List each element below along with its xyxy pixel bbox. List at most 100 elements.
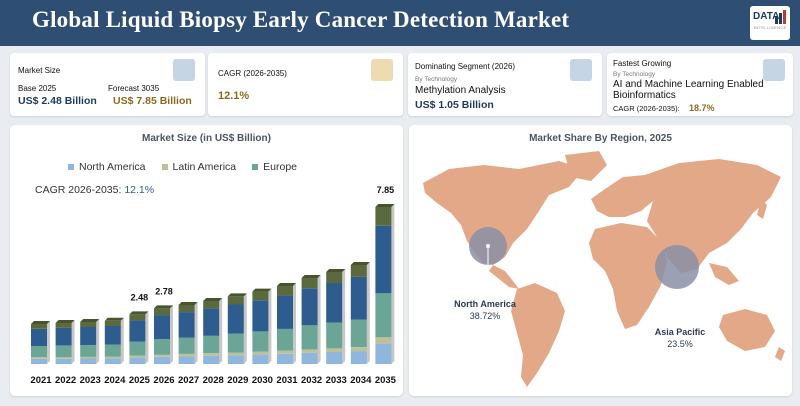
bar-2033-segment-dark-green <box>326 272 343 283</box>
bar-2021-north-america <box>31 358 47 364</box>
bar-2031-top <box>277 283 296 286</box>
bar-chart-title: Market Size (in US$ Billion) <box>142 133 271 144</box>
bar-2032-north-america <box>301 352 318 364</box>
bar-2031-north-america <box>277 353 293 364</box>
bar-2024-segment-dark-green <box>104 320 121 326</box>
bar-2025-europe <box>129 341 146 356</box>
x-tick-2031: 2031 <box>276 375 298 386</box>
bar-2029-top <box>227 293 247 297</box>
bar-chart-legend: North America Latin America Europe <box>68 161 297 173</box>
cagr-annotation-label: CAGR 2026-2035: <box>35 184 122 196</box>
bar-2030-latin-america <box>252 351 269 355</box>
bar-2034-top <box>350 262 370 265</box>
value-label-2026: 2.78 <box>155 286 173 296</box>
bar-2025-side <box>145 311 149 364</box>
bar-2033-latin-america <box>326 348 343 353</box>
bar-2028-north-america <box>203 355 220 364</box>
cagr-label: CAGR (2026-2035) <box>218 69 287 78</box>
bar-2032-europe <box>301 325 318 350</box>
map-africa <box>589 223 667 329</box>
legend-swatch-latin-america <box>161 164 168 171</box>
bar-2031-segment-dark-green <box>277 286 293 296</box>
bar-2030-europe <box>252 331 269 352</box>
bar-2034-latin-america <box>350 347 367 352</box>
bar-2032-latin-america <box>301 349 318 353</box>
bar-2034-europe <box>350 319 367 348</box>
bar-2034-segment-dark-blue <box>350 276 367 320</box>
brand-logo: DATA INTELLIGENCE <box>750 6 790 40</box>
bar-2024-segment-dark-blue <box>104 326 121 345</box>
bar-2028-top <box>203 298 223 301</box>
world-map: North America 38.72% Asia Pacific 23.5% <box>423 151 785 387</box>
bar-2026-north-america <box>154 356 170 364</box>
bar-2027-latin-america <box>178 354 195 357</box>
bar-2023-segment-dark-green <box>80 322 97 327</box>
map-asia <box>645 159 781 273</box>
bar-2023-side <box>96 319 100 364</box>
bar-2035-segment-dark-blue <box>375 225 392 294</box>
base-label: Base 2025 <box>18 84 57 93</box>
bar-2035-north-america <box>375 343 392 364</box>
header-bar: Global Liquid Biopsy Early Cancer Detect… <box>0 0 800 46</box>
x-tick-2030: 2030 <box>252 375 273 386</box>
bar-2030-top <box>252 288 272 292</box>
bar-2024-latin-america <box>104 356 121 359</box>
north-america-map-label: North America <box>454 299 517 309</box>
map-landmasses <box>423 151 785 387</box>
bar-2021-side <box>47 321 50 364</box>
bar-2033-europe <box>326 322 343 349</box>
bar-2023-europe <box>80 345 97 357</box>
bar-2030-side <box>268 288 272 364</box>
bar-2024-top <box>104 317 124 321</box>
market-size-card: Market Size Base 2025 Forecast 3035 US$ … <box>10 53 205 116</box>
value-label-2035: 7.85 <box>377 185 395 195</box>
bar-2025-latin-america <box>129 355 146 358</box>
map-greenland <box>565 151 607 181</box>
logo-text: DATA <box>753 11 780 22</box>
value-label-2025: 2.48 <box>131 292 149 302</box>
bar-2021-top <box>31 321 50 324</box>
page-title: Global Liquid Biopsy Early Cancer Detect… <box>32 7 570 32</box>
dominating-value: US$ 1.05 Billion <box>415 99 494 111</box>
dominating-segment: Methylation Analysis <box>415 85 506 96</box>
bar-2035-segment-dark-green <box>375 207 392 226</box>
cagr-square-icon <box>371 59 393 81</box>
map-title: Market Share By Region, 2025 <box>529 133 672 144</box>
dominating-square-icon <box>570 59 592 81</box>
bar-2022-segment-dark-blue <box>55 327 72 346</box>
map-australia <box>719 309 775 351</box>
bar-2024-north-america <box>104 358 121 364</box>
legend-latin-america: Latin America <box>161 161 236 173</box>
bar-2028-side <box>219 298 223 364</box>
x-tick-2026: 2026 <box>153 375 174 386</box>
bar-2029-north-america <box>227 355 244 364</box>
fastest-by: By Technology <box>613 71 656 78</box>
bar-2029-segment-dark-blue <box>227 304 244 334</box>
bar-2026-segment-dark-green <box>154 308 170 316</box>
bar-2022-top <box>55 320 75 323</box>
bar-2024-europe <box>104 344 121 357</box>
bar-2029-latin-america <box>227 352 244 356</box>
bar-2025-segment-dark-blue <box>129 320 146 342</box>
bar-2032-top <box>301 275 321 278</box>
map-north-america <box>423 161 584 265</box>
x-tick-2032: 2032 <box>301 375 322 386</box>
dominating-segment-card: Dominating Segment (2026) By Technology … <box>408 53 602 116</box>
bar-2034-side <box>366 262 370 364</box>
x-tick-2022: 2022 <box>55 375 76 386</box>
x-tick-2027: 2027 <box>178 375 199 386</box>
bar-2032-side <box>317 275 321 364</box>
cagr-card: CAGR (2026-2035) 12.1% <box>208 53 403 116</box>
bar-2024-side <box>120 317 124 364</box>
bar-2022-side <box>71 320 75 364</box>
bar-2030-north-america <box>252 354 269 364</box>
cagr-annotation-value: 12.1% <box>124 184 155 196</box>
bar-2022-europe <box>55 345 72 358</box>
dominating-by: By Technology <box>415 76 458 83</box>
asia-pacific-map-value: 23.5% <box>667 339 693 349</box>
forecast-value: US$ 7.85 Billion <box>113 95 192 107</box>
bar-2031-segment-dark-blue <box>277 295 293 329</box>
cagr-annotation: CAGR 2026-2035: 12.1% <box>35 184 154 196</box>
bar-2025-top <box>129 311 149 315</box>
bar-2023-top <box>80 319 100 322</box>
